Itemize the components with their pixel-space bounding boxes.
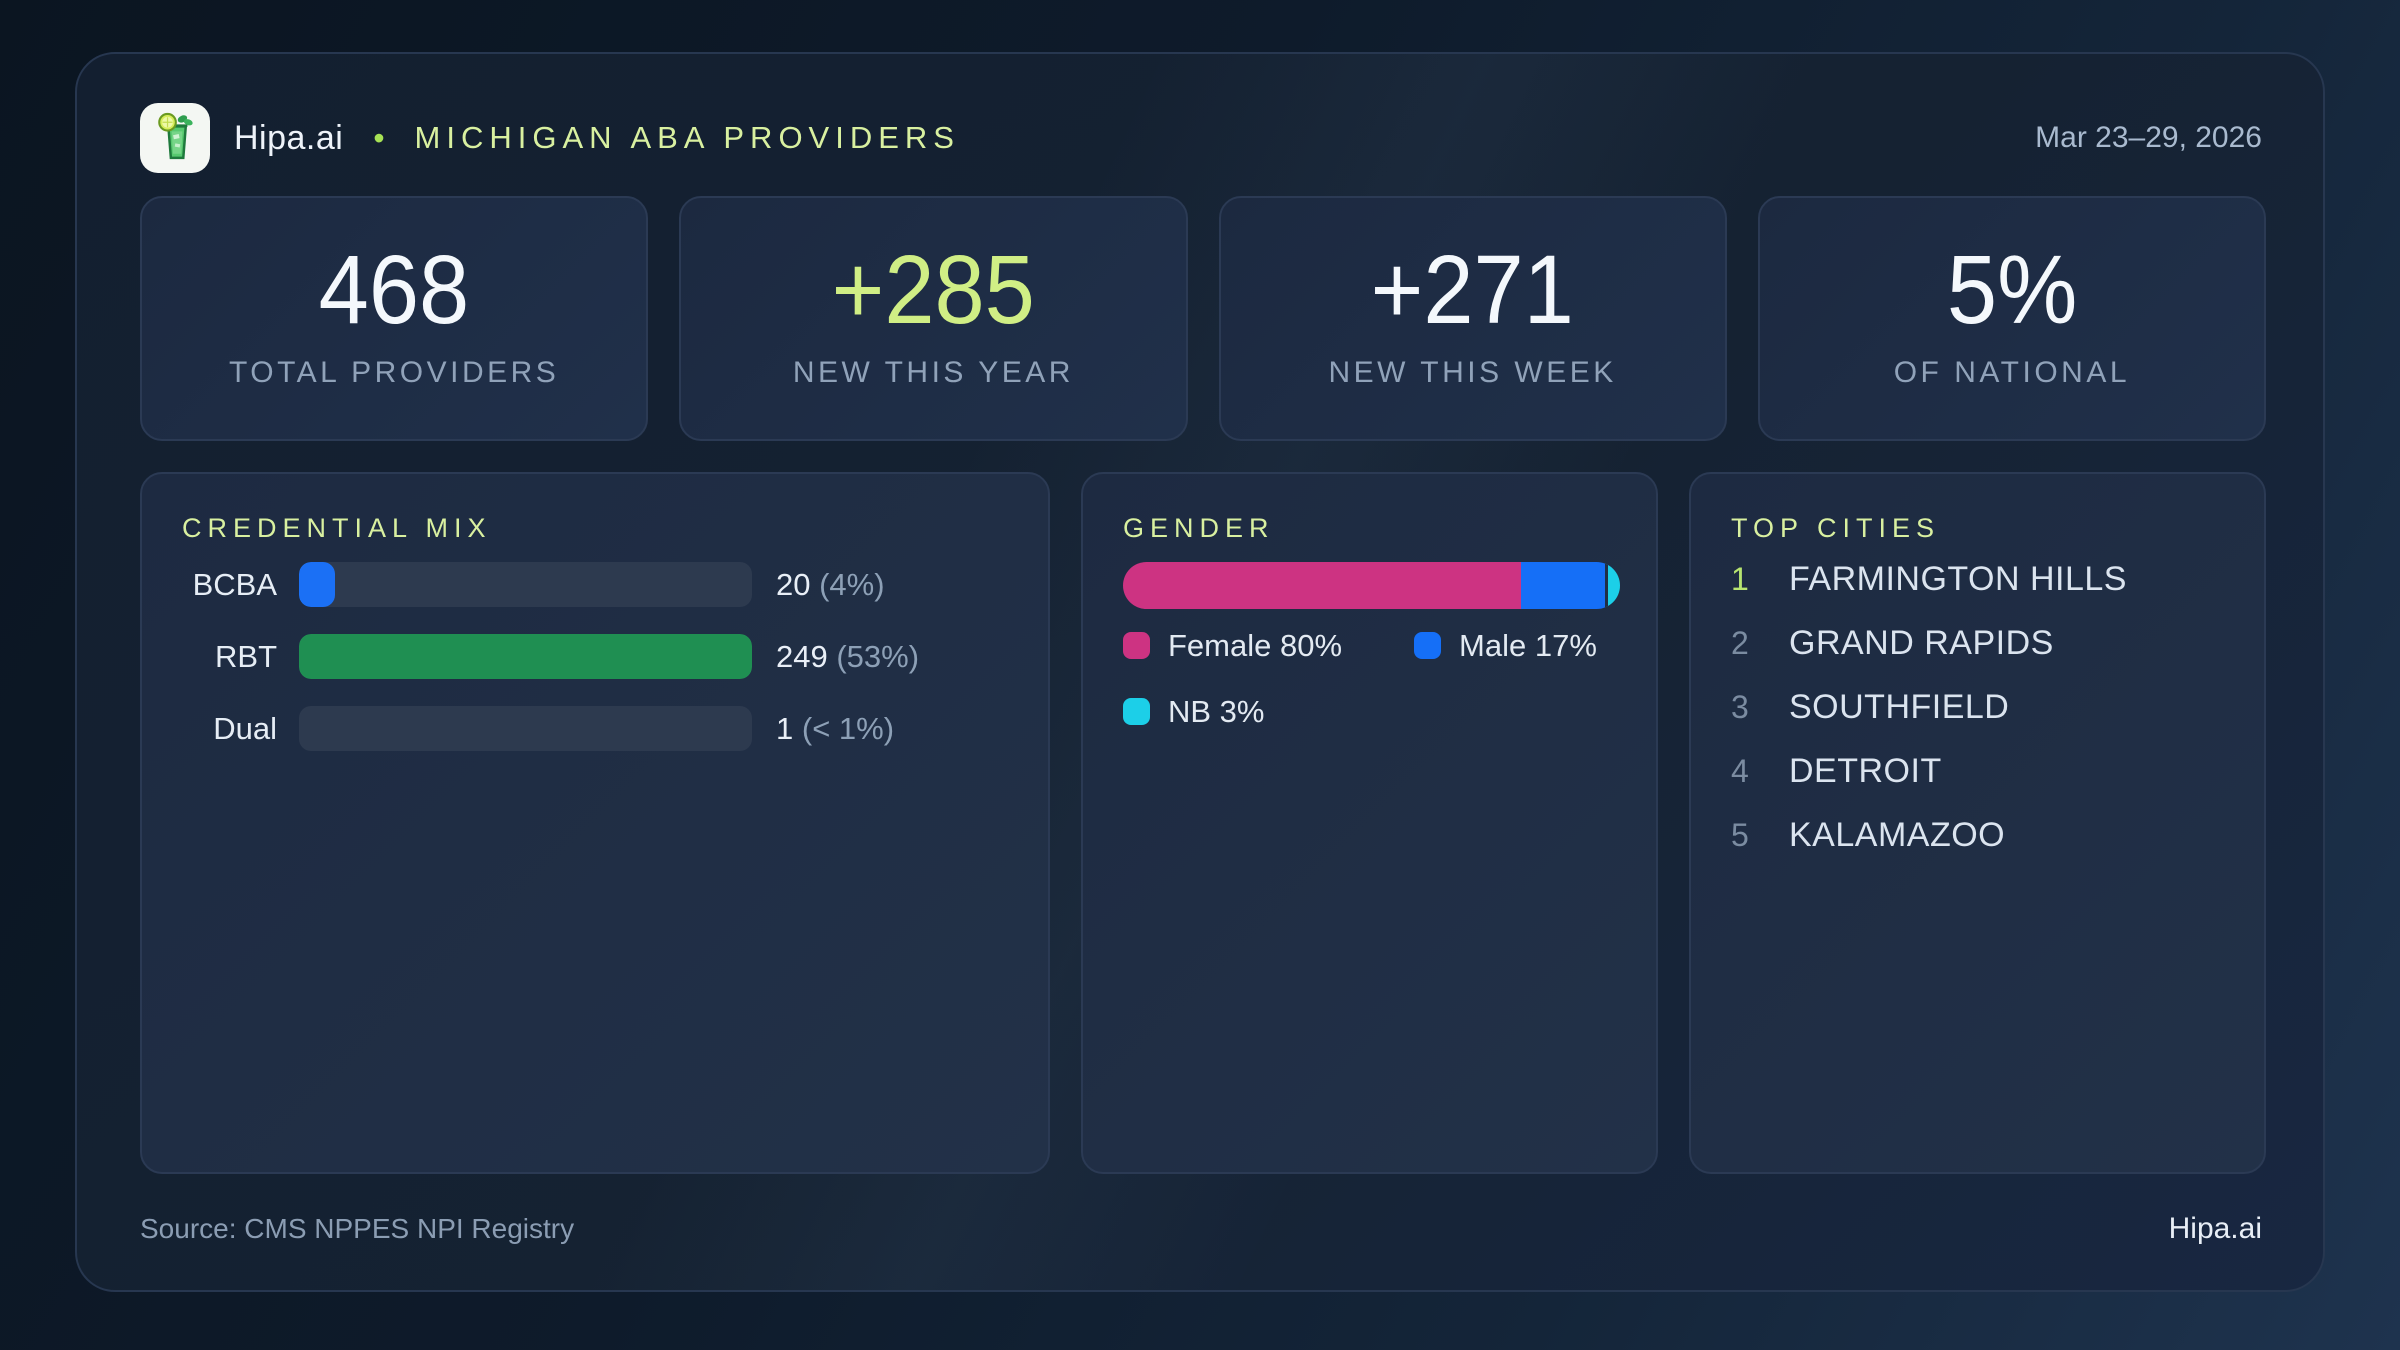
panels-row: CREDENTIAL MIX BCBA 20 (4%) RBT 249 (53%… [140, 472, 2266, 1174]
city-row: 4 DETROIT [1731, 751, 2224, 790]
kpi-label: OF NATIONAL [1893, 356, 2131, 389]
legend-swatch [1414, 632, 1442, 659]
bar-track [299, 706, 752, 751]
city-row: 1 FARMINGTON HILLS [1731, 559, 2224, 598]
bar-fill [299, 634, 752, 679]
page-title: MICHIGAN ABA PROVIDERS [414, 120, 960, 155]
legend-swatch [1123, 632, 1150, 659]
bar-row-dual: Dual 1 (< 1%) [182, 706, 1008, 751]
gender-segment-nb [1605, 562, 1620, 609]
kpi-label: TOTAL PROVIDERS [228, 356, 560, 389]
bar-fill [299, 562, 336, 607]
city-row: 2 GRAND RAPIDS [1731, 623, 2224, 662]
date-range: Mar 23–29, 2026 [2035, 121, 2262, 154]
bar-value: 1 (< 1%) [776, 710, 895, 746]
city-name: DETROIT [1789, 751, 1942, 790]
kpi-value: +271 [1371, 235, 1575, 344]
city-rank: 3 [1731, 688, 1749, 725]
kpi-value: 5% [1946, 235, 2078, 344]
gender-panel: GENDER Female 80% Male 17% [1081, 472, 1658, 1174]
legend-item-male: Male 17% [1414, 628, 1597, 664]
panel-title: TOP CITIES [1731, 513, 1941, 543]
bar-track [299, 562, 752, 607]
bar-row-bcba: BCBA 20 (4%) [182, 562, 1008, 607]
kpi-label: NEW THIS YEAR [792, 356, 1074, 389]
brand-name: Hipa.ai [234, 118, 344, 157]
city-rank: 2 [1731, 624, 1749, 661]
kpi-value: +285 [831, 235, 1035, 344]
kpi-card-of-national: 5% OF NATIONAL [1757, 196, 2266, 441]
kpi-value: 468 [318, 235, 470, 344]
legend-item-nb: NB 3% [1123, 694, 1264, 730]
city-row: 3 SOUTHFIELD [1731, 687, 2224, 726]
bar-label: BCBA [192, 566, 277, 602]
bar-label: Dual [213, 710, 277, 746]
kpi-row: 468 TOTAL PROVIDERS +285 NEW THIS YEAR +… [140, 196, 2266, 441]
city-list: 1 FARMINGTON HILLS 2 GRAND RAPIDS 3 SOUT… [1731, 559, 2224, 854]
city-rank: 1 [1731, 560, 1749, 597]
bar-label: RBT [215, 638, 277, 674]
bar-value: 249 (53%) [776, 638, 920, 674]
separator-dot: • [373, 119, 385, 156]
mojito-glass-icon [158, 112, 193, 160]
hipa-logo [140, 103, 210, 173]
city-rank: 5 [1731, 816, 1749, 853]
bar-value: 20 (4%) [776, 566, 885, 602]
bar-track [299, 634, 752, 679]
city-row: 5 KALAMAZOO [1731, 815, 2224, 854]
panel-title: GENDER [1123, 513, 1275, 543]
kpi-card-new-this-week: +271 NEW THIS WEEK [1218, 196, 1727, 441]
card-footer: Source: CMS NPPES NPI Registry Hipa.ai [140, 1212, 2262, 1246]
bar-row-rbt: RBT 249 (53%) [182, 634, 1008, 679]
gender-segment-male [1520, 562, 1606, 609]
legend-swatch [1123, 698, 1150, 725]
gender-stacked-bar [1123, 562, 1620, 609]
header: Hipa.ai • MICHIGAN ABA PROVIDERS Mar 23–… [140, 102, 2262, 174]
panel-title: CREDENTIAL MIX [182, 513, 492, 543]
top-cities-panel: TOP CITIES 1 FARMINGTON HILLS 2 GRAND RA… [1689, 472, 2266, 1174]
kpi-card-total-providers: 468 TOTAL PROVIDERS [140, 196, 649, 441]
city-name: GRAND RAPIDS [1789, 623, 2054, 662]
city-name: KALAMAZOO [1789, 815, 2006, 854]
city-rank: 4 [1731, 752, 1749, 789]
credential-mix-panel: CREDENTIAL MIX BCBA 20 (4%) RBT 249 (53%… [140, 472, 1050, 1174]
gender-legend: Female 80% Male 17% NB 3% [1123, 628, 1616, 729]
city-name: FARMINGTON HILLS [1789, 559, 2127, 598]
kpi-card-new-this-year: +285 NEW THIS YEAR [679, 196, 1188, 441]
report-card: Hipa.ai • MICHIGAN ABA PROVIDERS Mar 23–… [75, 52, 2325, 1292]
source-attribution: Source: CMS NPPES NPI Registry [140, 1213, 575, 1244]
kpi-label: NEW THIS WEEK [1328, 356, 1617, 389]
city-name: SOUTHFIELD [1789, 687, 2010, 726]
gender-segment-female [1123, 562, 1521, 609]
legend-item-female: Female 80% [1123, 628, 1342, 664]
footer-brand: Hipa.ai [2168, 1212, 2262, 1245]
